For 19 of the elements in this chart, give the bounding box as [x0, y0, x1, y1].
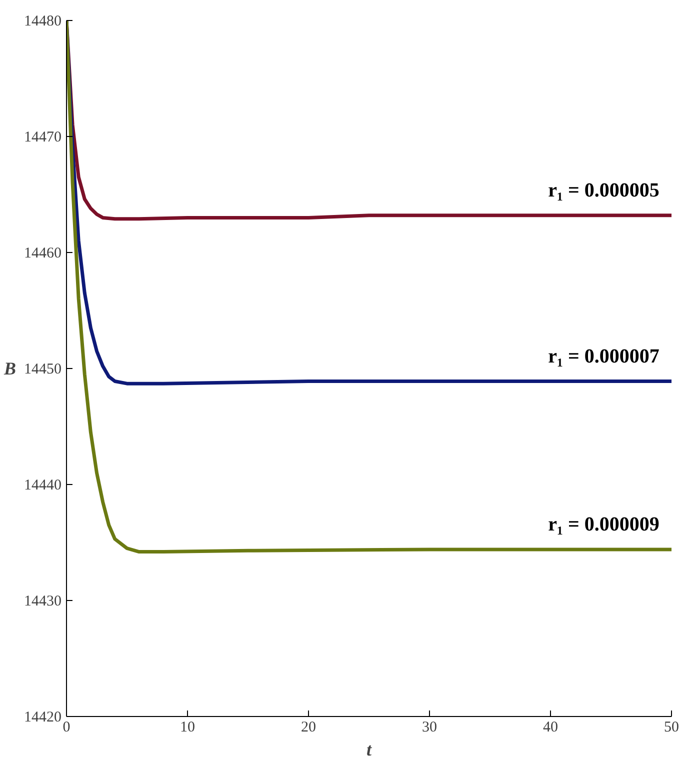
x-tick-label: 10 — [180, 720, 195, 736]
series-label: r₁ = 0.000009 — [548, 514, 660, 536]
x-tick-label: 20 — [301, 720, 316, 736]
series-label: r₁ = 0.000005 — [548, 179, 660, 202]
y-tick-label: 14450 — [24, 362, 62, 378]
series-label: r₁ = 0.000007 — [548, 345, 660, 368]
y-tick-label: 14430 — [24, 594, 62, 610]
x-tick-label: 40 — [543, 720, 558, 736]
y-axis-title: B — [2, 358, 16, 378]
x-tick-label: 0 — [62, 720, 70, 736]
y-tick-label: 14440 — [24, 478, 62, 494]
line-series — [66, 20, 672, 554]
y-tick-label: 14470 — [24, 130, 62, 146]
y-tick-label: 14420 — [24, 710, 62, 726]
x-axis-title: t — [366, 740, 372, 760]
x-tick-label: 50 — [664, 720, 679, 736]
y-tick-label: 14480 — [24, 14, 62, 30]
y-tick-label: 14460 — [24, 246, 62, 262]
x-tick-label: 30 — [422, 720, 437, 736]
